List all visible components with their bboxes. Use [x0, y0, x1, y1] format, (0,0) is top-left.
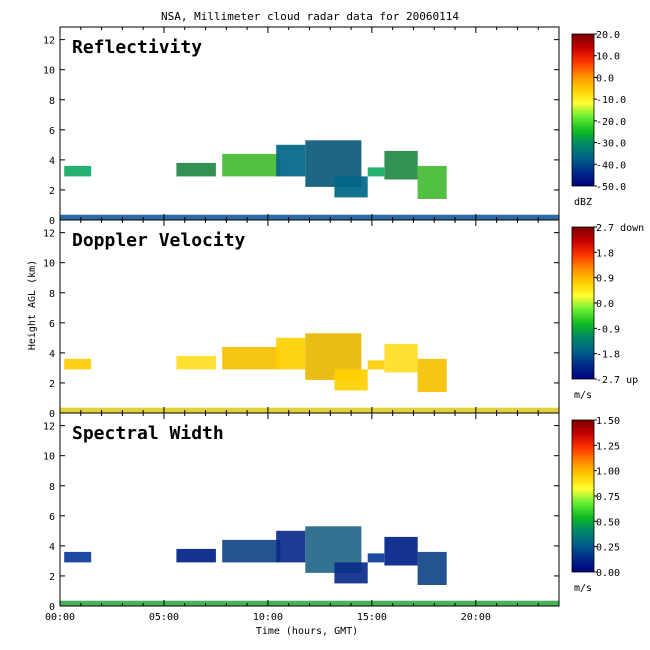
cloud-echo-region: [222, 346, 281, 370]
panels-group: Reflectivity02468101220.010.00.0-10.0-20…: [43, 26, 644, 623]
y-tick-label: 0: [49, 409, 55, 420]
cloud-echo-region: [276, 530, 306, 563]
cloud-echo-region: [367, 553, 385, 563]
y-tick-label: 0: [49, 602, 55, 613]
colorbar-unit: m/s: [574, 390, 592, 401]
panel-title: Doppler Velocity: [72, 230, 246, 251]
y-tick-label: 6: [49, 126, 55, 137]
cloud-echo-region: [64, 358, 92, 370]
cloud-echo-region: [417, 551, 447, 585]
colorbar-label: -40.0: [596, 160, 626, 171]
colorbar-label: 0.0: [596, 73, 614, 84]
x-tick-label: 10:00: [253, 612, 283, 623]
colorbar-label: 1.50: [596, 416, 620, 427]
y-tick-label: 8: [49, 289, 55, 300]
y-tick-label: 2: [49, 186, 55, 197]
y-tick-label: 10: [43, 259, 55, 270]
colorbar-label: 2.7 down: [596, 223, 644, 234]
cloud-echo-region: [384, 150, 418, 180]
cloud-echo-region: [64, 551, 92, 563]
colorbar-label: 0.0: [596, 299, 614, 310]
colorbar-label: -30.0: [596, 139, 626, 150]
cloud-echo-region: [176, 548, 216, 563]
colorbar-label: 0.50: [596, 517, 620, 528]
y-tick-label: 2: [49, 379, 55, 390]
y-tick-label: 6: [49, 512, 55, 523]
y-tick-label: 12: [43, 229, 55, 240]
cloud-echo-region: [276, 144, 306, 177]
panel-3: Spectral Width 0 2 4 6 8 10 12 1.50 1.25 1.00 0.75 0…: [43, 412, 620, 613]
y-tick-label: 2: [49, 572, 55, 583]
y-axis-label: Height AGL (km): [27, 260, 38, 350]
figure-title: NSA, Millimeter cloud radar data for 200…: [161, 10, 459, 23]
x-axis-label: Time (hours, GMT): [256, 626, 358, 637]
y-tick-label: 12: [43, 422, 55, 433]
y-tick-label: 6: [49, 319, 55, 330]
y-tick-label: 10: [43, 66, 55, 77]
colorbar-label: -20.0: [596, 117, 626, 128]
cloud-echo-region: [334, 176, 368, 198]
colorbar-label: 0.75: [596, 492, 620, 503]
cloud-echo-region: [417, 358, 447, 392]
x-tick-label: 05:00: [149, 612, 179, 623]
cloud-echo-region: [367, 167, 385, 177]
colorbar-label: -2.7 up: [596, 375, 638, 386]
colorbar-label: 20.0: [596, 30, 620, 41]
colorbar-label: 0.9: [596, 274, 614, 285]
cloud-echo-region: [222, 539, 281, 563]
colorbar-unit: m/s: [574, 583, 592, 594]
colorbar-label: 10.0: [596, 52, 620, 63]
colorbar: [571, 33, 595, 187]
y-tick-label: 8: [49, 482, 55, 493]
panel-title: Reflectivity: [72, 37, 202, 58]
y-tick-label: 0: [49, 216, 55, 227]
colorbar-label: 0.00: [596, 568, 620, 579]
y-tick-label: 12: [43, 36, 55, 47]
colorbar-unit: dBZ: [574, 197, 592, 208]
panel-1: Reflectivity 0 2 4 6 8 10 12 20.0 10.0 0.0 -10.0 -20…: [43, 26, 626, 227]
cloud-echo-region: [367, 360, 385, 370]
colorbar-label: 1.25: [596, 441, 620, 452]
cloud-echo-region: [64, 165, 92, 177]
cloud-echo-region: [417, 165, 447, 199]
cloud-echo-region: [334, 562, 368, 584]
cloud-echo-region: [334, 369, 368, 391]
colorbar-label: 1.00: [596, 467, 620, 478]
y-tick-label: 4: [49, 349, 55, 360]
cloud-echo-region: [176, 355, 216, 370]
colorbar-label: 1.8: [596, 248, 614, 259]
panel-2: Doppler Velocity 0 2 4 6 8 10 12 2.7 down 1.8 0.9 0…: [43, 219, 644, 420]
colorbar-label: -1.8: [596, 350, 620, 361]
colorbar: [571, 419, 595, 573]
x-tick-label: 15:00: [357, 612, 387, 623]
cloud-echo-region: [176, 162, 216, 177]
colorbar-label: -10.0: [596, 95, 626, 106]
x-tick-label: 20:00: [461, 612, 491, 623]
colorbar-label: 0.25: [596, 543, 620, 554]
x-tick-label: 00:00: [45, 612, 75, 623]
cloud-echo-region: [384, 343, 418, 373]
colorbar: [571, 226, 595, 380]
cloud-echo-region: [276, 337, 306, 370]
cloud-echo-region: [222, 153, 281, 177]
panel-title: Spectral Width: [72, 423, 224, 444]
y-tick-label: 4: [49, 156, 55, 167]
colorbar-label: -50.0: [596, 182, 626, 193]
y-tick-label: 10: [43, 452, 55, 463]
y-tick-label: 8: [49, 96, 55, 107]
cloud-echo-region: [384, 536, 418, 566]
colorbar-label: -0.9: [596, 324, 620, 335]
y-tick-label: 4: [49, 542, 55, 553]
